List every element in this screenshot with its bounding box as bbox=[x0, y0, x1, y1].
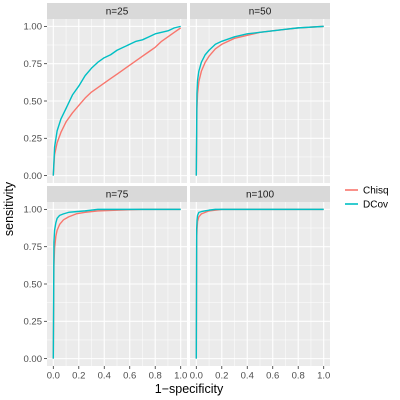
strip-label: n=25 bbox=[106, 7, 129, 18]
x-tick-label: 0.2 bbox=[215, 371, 228, 382]
panel-4: n=100 0.0 0.2 0.4 0.6 0.8 1.0 bbox=[190, 186, 330, 382]
strip-label: n=100 bbox=[246, 190, 275, 201]
panels-layer: n=25 0.00 0.25 0.50 0.75 1.00 n=50 n=75 0.00 0.25… bbox=[24, 3, 330, 382]
x-tick-label: 0.8 bbox=[149, 371, 162, 382]
y-tick-label: 1.00 bbox=[24, 22, 43, 33]
x-tick-label: 0.2 bbox=[72, 371, 85, 382]
y-tick-label: 0.50 bbox=[24, 279, 43, 290]
x-tick-label: 1.0 bbox=[174, 371, 187, 382]
strip-background bbox=[190, 3, 330, 19]
x-tick-label: 0.8 bbox=[292, 371, 305, 382]
y-tick-label: 0.00 bbox=[24, 354, 43, 365]
legend-label-chisq: Chisq bbox=[363, 186, 389, 197]
x-axis-title: 1−specificity bbox=[155, 382, 224, 396]
strip-background bbox=[47, 3, 187, 19]
x-tick-label: 0.0 bbox=[47, 371, 60, 382]
strip-background bbox=[47, 186, 187, 202]
y-axis-title: sensitivity bbox=[2, 181, 16, 236]
roc-line-chisq bbox=[52, 208, 181, 359]
roc-line-chisq bbox=[52, 27, 182, 176]
legend: Chisq DCov bbox=[345, 186, 389, 211]
y-tick-label: 1.00 bbox=[24, 205, 43, 216]
x-tick-label: 0.6 bbox=[266, 371, 279, 382]
panel-3: n=75 0.00 0.25 0.50 0.75 1.00 0.0 0.2 0.4 0.6 0.8 1… bbox=[24, 186, 187, 382]
y-tick-label: 0.00 bbox=[24, 171, 43, 182]
y-tick-label: 0.50 bbox=[24, 96, 43, 107]
panel-2: n=50 bbox=[190, 3, 330, 183]
roc-line-dcov bbox=[52, 208, 181, 359]
legend-label-dcov: DCov bbox=[363, 200, 388, 211]
y-tick-label: 0.75 bbox=[24, 242, 43, 253]
x-tick-label: 0.4 bbox=[241, 371, 254, 382]
strip-label: n=75 bbox=[106, 190, 129, 201]
y-tick-label: 0.25 bbox=[24, 317, 43, 328]
x-tick-label: 0.4 bbox=[98, 371, 111, 382]
y-tick-label: 0.25 bbox=[24, 134, 43, 145]
panel-1: n=25 0.00 0.25 0.50 0.75 1.00 bbox=[24, 3, 187, 183]
roc-line-dcov bbox=[52, 25, 181, 176]
strip-background bbox=[190, 186, 330, 202]
x-tick-label: 0.6 bbox=[123, 371, 136, 382]
strip-label: n=50 bbox=[249, 7, 272, 18]
x-tick-label: 0.0 bbox=[190, 371, 203, 382]
x-tick-label: 1.0 bbox=[317, 371, 330, 382]
y-tick-label: 0.75 bbox=[24, 59, 43, 70]
roc-line-dcov bbox=[195, 208, 324, 359]
roc-line-dcov bbox=[195, 25, 324, 176]
